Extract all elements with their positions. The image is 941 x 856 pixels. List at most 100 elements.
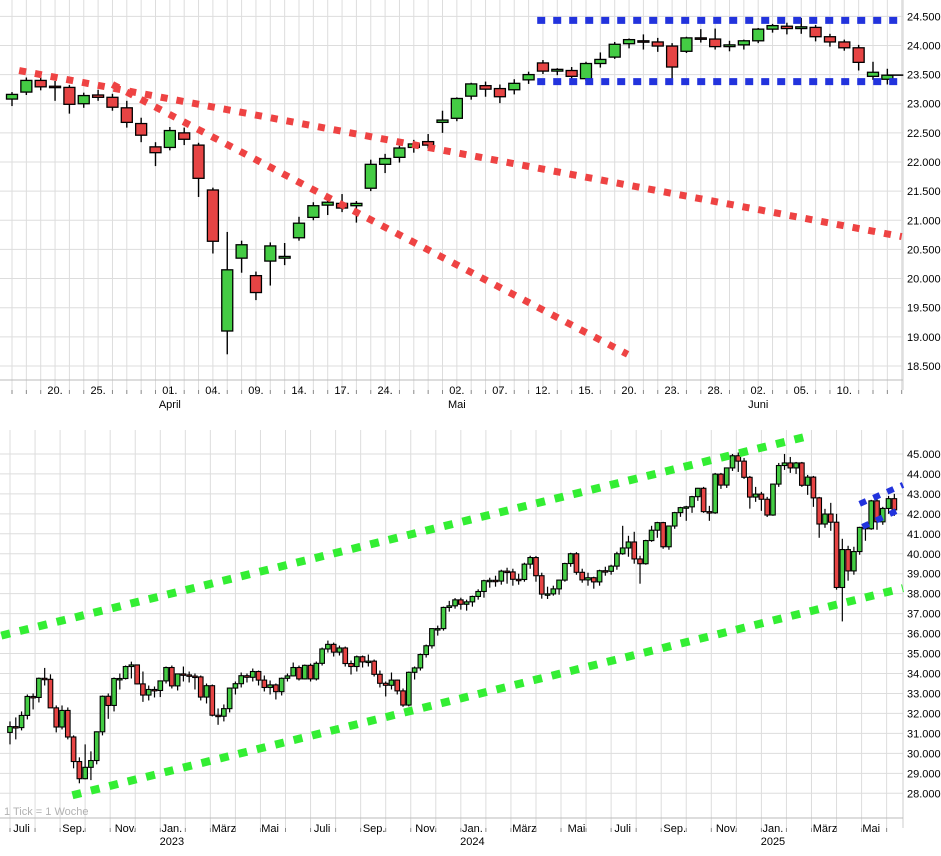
candle-down: [53, 707, 60, 728]
candle-up: [452, 599, 458, 607]
x-axis-month-label: April: [159, 399, 181, 411]
candle-up: [793, 462, 799, 469]
candle-down: [510, 571, 516, 580]
candle-down: [810, 476, 817, 499]
candle-up: [221, 708, 227, 717]
candle-down: [371, 660, 377, 675]
candle-down: [140, 683, 146, 696]
candle-up: [364, 163, 377, 189]
candle-down: [515, 578, 522, 582]
candle-down: [244, 675, 250, 678]
x-axis-year-label: 2023: [160, 836, 184, 848]
candle-up: [469, 595, 476, 603]
candle-down: [833, 521, 840, 589]
x-axis-month-label: Jan.: [161, 823, 182, 835]
candle-up: [752, 493, 759, 498]
candle-up: [411, 667, 418, 673]
candle-down: [134, 664, 141, 685]
candle-up: [625, 541, 632, 549]
candle-up: [128, 664, 135, 668]
x-axis-month-label: Nov.: [115, 823, 137, 835]
candle-up: [544, 593, 551, 596]
candle-up: [24, 695, 31, 716]
candle-down: [206, 189, 220, 242]
annotation-layer: [18, 16, 903, 358]
y-axis-tick-label: 18.500: [907, 361, 941, 373]
candle-down: [186, 674, 193, 677]
y-axis-tick-label: 45.000: [907, 449, 941, 461]
candle-up: [446, 605, 453, 608]
candle-down: [838, 41, 851, 49]
candle-down: [342, 647, 349, 665]
candle-down: [665, 45, 679, 68]
tick-marks: [9, 828, 888, 832]
candle-up: [423, 645, 430, 656]
y-axis-tick-label: 37.000: [907, 609, 941, 621]
candle-up: [562, 562, 568, 581]
candle-up: [729, 455, 736, 469]
candle-down: [457, 599, 464, 605]
candle-down: [590, 577, 597, 583]
candle-down: [168, 666, 175, 687]
x-axis-month-label: Nov.: [415, 823, 437, 835]
candle-up: [278, 255, 291, 259]
candle-up: [93, 731, 100, 762]
y-axis-tick-label: 30.000: [907, 748, 941, 760]
candle-up: [59, 709, 65, 728]
candle-up: [775, 464, 782, 485]
candle-down: [296, 666, 302, 680]
candle-down: [348, 662, 354, 668]
candle-down: [780, 25, 794, 30]
candle-up: [122, 665, 129, 680]
candle-up: [393, 147, 406, 158]
rising-channel-lower: [71, 584, 904, 800]
candle-up: [868, 500, 875, 530]
candle-up: [77, 94, 90, 105]
y-axis-tick-label: 20.500: [907, 244, 941, 256]
grid-layer: [0, 0, 904, 390]
candle-down: [891, 498, 898, 511]
candle-down: [180, 673, 187, 676]
candle-down: [149, 146, 162, 154]
candle-up: [550, 588, 557, 595]
candle-down: [809, 26, 822, 38]
candle-up: [36, 677, 42, 699]
candle-up: [307, 205, 320, 219]
candle-up: [284, 675, 291, 679]
candle-up: [680, 37, 693, 52]
falling-trendline-steep: [110, 81, 630, 358]
candle-up: [608, 43, 621, 58]
x-axis-month-label: Juli: [614, 823, 631, 835]
candle-up: [5, 93, 19, 100]
x-axis-month-label: Juli: [13, 823, 30, 835]
y-axis-tick-label: 29.000: [907, 768, 941, 780]
candle-up: [594, 58, 607, 65]
candle-down: [852, 47, 865, 64]
x-axis-month-label: Mai: [448, 399, 466, 411]
candle-down: [602, 570, 609, 573]
candle-up: [235, 244, 248, 259]
candle-up: [527, 556, 534, 565]
candle-up: [221, 269, 234, 332]
candle-up: [353, 656, 360, 668]
candle-up: [689, 496, 695, 508]
y-axis-tick-label: 21.000: [907, 215, 941, 227]
candle-up: [619, 547, 626, 555]
y-axis-tick-label: 36.000: [907, 629, 941, 641]
candle-up: [116, 677, 123, 681]
candle-layer: [5, 18, 904, 355]
candle-down: [359, 656, 366, 663]
x-axis-year-label: 2025: [761, 836, 785, 848]
candle-down: [637, 40, 650, 43]
candle-up: [163, 129, 177, 149]
candle-down: [400, 690, 406, 706]
y-axis-tick-label: 21.500: [907, 186, 941, 198]
candle-down: [261, 679, 268, 689]
candle-up: [450, 97, 464, 119]
candle-down: [799, 462, 805, 486]
grid-layer: [0, 430, 904, 828]
candle-up: [654, 522, 661, 531]
axis-labels: 18.500 19.000 19.500 20.000 20.500 21.000 21.5…: [47, 11, 940, 411]
x-axis-month-label: Sep.: [62, 823, 85, 835]
x-axis-month-label: Sep.: [663, 823, 686, 835]
